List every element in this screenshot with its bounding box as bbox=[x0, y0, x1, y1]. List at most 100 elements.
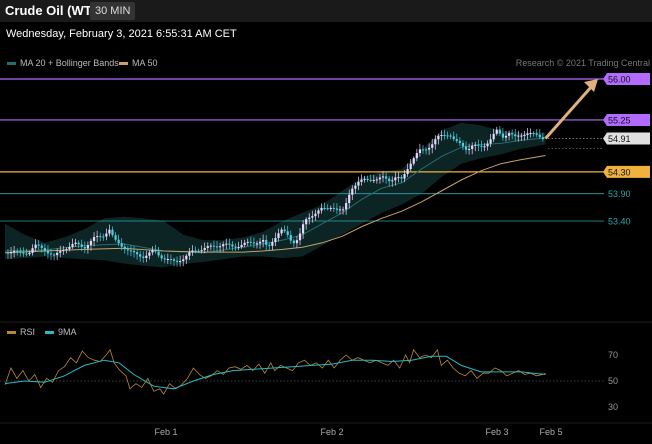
price-tag-label-53.40: 53.40 bbox=[608, 217, 631, 227]
candle-body bbox=[59, 251, 62, 253]
candle-body bbox=[305, 219, 308, 225]
candle-body bbox=[46, 250, 50, 254]
candle-body bbox=[504, 135, 508, 138]
legend-ma50-label: MA 50 bbox=[132, 58, 158, 68]
candle-body bbox=[243, 242, 246, 245]
candle-body bbox=[228, 243, 231, 245]
candle-body bbox=[172, 259, 176, 261]
candle-body bbox=[262, 239, 265, 242]
timeframe-button[interactable]: 30 MIN bbox=[90, 2, 136, 20]
candle-body bbox=[206, 246, 209, 248]
candle-body bbox=[326, 208, 329, 210]
candle-body bbox=[231, 244, 234, 247]
x-tick-feb-2: Feb 2 bbox=[320, 427, 343, 437]
candle-body bbox=[68, 246, 71, 250]
candle-body bbox=[418, 149, 422, 154]
candle-body bbox=[520, 135, 523, 137]
candle-body bbox=[317, 210, 320, 214]
candle-body bbox=[480, 145, 483, 147]
candle-body bbox=[191, 250, 194, 253]
candle-body bbox=[468, 148, 471, 150]
price-tag-56.00 bbox=[603, 73, 650, 85]
legend-ma20-label: MA 20 + Bollinger Bands bbox=[20, 58, 119, 68]
candle-body bbox=[526, 133, 529, 135]
candle-body bbox=[351, 188, 354, 195]
candle-body bbox=[96, 236, 99, 238]
legend-ma20-bb: MA 20 + Bollinger Bands bbox=[7, 58, 119, 68]
candle-body bbox=[194, 250, 197, 252]
legend-ma50: MA 50 bbox=[119, 58, 158, 68]
candle-body bbox=[175, 260, 179, 262]
candle-body bbox=[13, 250, 16, 253]
price-tag-55.25 bbox=[603, 113, 650, 126]
candle-body bbox=[111, 229, 114, 236]
bollinger-band bbox=[5, 122, 546, 268]
candle-body bbox=[292, 240, 295, 244]
candle-body bbox=[22, 252, 25, 254]
rsi-ma-line bbox=[4, 355, 546, 390]
candle-body bbox=[538, 134, 541, 138]
x-tick-feb-1: Feb 1 bbox=[154, 427, 177, 437]
candle-body bbox=[203, 247, 206, 251]
candle-body bbox=[129, 250, 133, 252]
candle-body bbox=[25, 253, 28, 255]
candle-body bbox=[77, 242, 80, 245]
candle-body bbox=[265, 239, 268, 245]
candle-body bbox=[409, 163, 412, 170]
candle-body bbox=[258, 241, 262, 244]
candle-body bbox=[212, 245, 216, 247]
rsi-tick-30: 30 bbox=[608, 402, 618, 412]
candle-body bbox=[412, 158, 415, 164]
candle-body bbox=[529, 133, 532, 135]
candle-body bbox=[240, 244, 243, 248]
candle-body bbox=[222, 244, 225, 247]
candle-body bbox=[234, 246, 237, 248]
candle-body bbox=[71, 244, 74, 247]
candle-body bbox=[28, 252, 31, 255]
candle-body bbox=[179, 261, 182, 263]
candle-body bbox=[255, 243, 259, 245]
candle-body bbox=[455, 139, 458, 141]
candle-body bbox=[246, 241, 249, 243]
candle-body bbox=[271, 242, 274, 246]
candle-body bbox=[507, 133, 511, 136]
candle-body bbox=[31, 248, 34, 253]
candle-body bbox=[498, 129, 501, 134]
candle-body bbox=[145, 255, 148, 258]
candle-body bbox=[74, 242, 77, 245]
candle-body bbox=[437, 135, 440, 140]
rsi-line bbox=[4, 348, 546, 395]
candle-body bbox=[154, 250, 157, 252]
candle-body bbox=[80, 244, 83, 247]
candle-body bbox=[268, 244, 271, 246]
candle-body bbox=[341, 209, 345, 211]
candle-body bbox=[357, 181, 360, 186]
candle-body bbox=[182, 259, 185, 262]
candle-body bbox=[252, 242, 256, 244]
candle-body bbox=[92, 237, 96, 241]
candle-body bbox=[446, 135, 449, 137]
candle-body bbox=[86, 245, 90, 249]
candle-body bbox=[298, 233, 302, 241]
candle-body bbox=[163, 258, 166, 260]
candle-body bbox=[277, 233, 280, 239]
candle-body bbox=[489, 139, 492, 144]
price-tag-54.91 bbox=[603, 132, 650, 145]
candle-body bbox=[49, 253, 53, 255]
candle-body bbox=[237, 247, 240, 249]
candle-body bbox=[483, 146, 486, 148]
candle-body bbox=[274, 238, 277, 243]
candle-body bbox=[384, 176, 388, 179]
candle-body bbox=[311, 216, 314, 218]
candle-body bbox=[9, 252, 13, 254]
candle-body bbox=[40, 245, 43, 248]
price-tag-label-54.30: 54.30 bbox=[608, 167, 631, 177]
candle-body bbox=[308, 217, 311, 220]
candle-body bbox=[541, 137, 544, 140]
price-tag-54.30 bbox=[603, 165, 650, 178]
candle-body bbox=[449, 135, 452, 137]
candle-body bbox=[366, 178, 369, 180]
price-tag-label-56.00: 56.00 bbox=[608, 75, 631, 85]
candle-body bbox=[332, 207, 335, 209]
candle-body bbox=[123, 246, 126, 250]
